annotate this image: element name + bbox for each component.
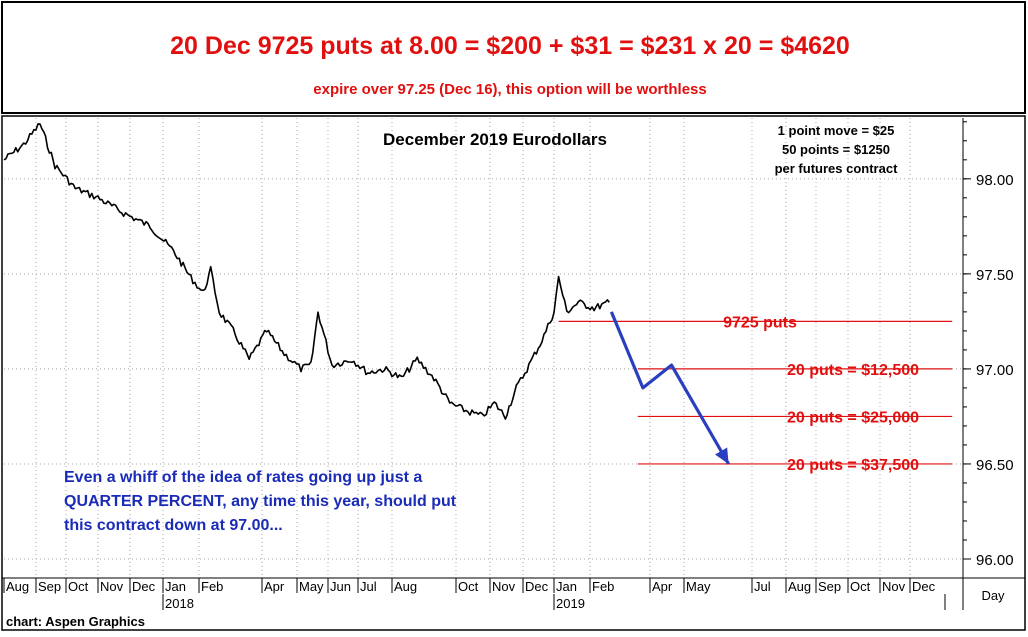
y-tick-label: 97.00 [976, 362, 1014, 379]
note-line-2: 50 points = $1250 [782, 142, 890, 157]
month-label: May [299, 579, 324, 594]
month-label: Apr [652, 579, 673, 594]
y-tick-label: 97.50 [976, 267, 1014, 284]
month-label: Oct [68, 579, 89, 594]
month-label: Aug [394, 579, 417, 594]
note-line-1: 1 point move = $25 [778, 123, 895, 138]
callout-line-3: this contract down at 97.00... [64, 517, 283, 534]
month-label: Feb [201, 579, 223, 594]
year-label-2018: 2018 [165, 596, 194, 611]
x-axis: Aug Sep Oct Nov Dec Jan Feb Apr May Jun Jul Aug Oct N… [3, 578, 1005, 611]
month-label: Feb [592, 579, 614, 594]
month-label: Jul [754, 579, 771, 594]
y-tick-label: 96.00 [976, 552, 1014, 569]
year-label-2019: 2019 [556, 596, 585, 611]
y-tick-label: 96.50 [976, 457, 1014, 474]
put-level-label: 20 puts = $37,500 [787, 457, 919, 474]
put-level-label: 20 puts = $12,500 [787, 362, 919, 379]
series-layer [3, 123, 730, 465]
callout-line-2: QUARTER PERCENT, any time this year, sho… [64, 493, 457, 510]
source-credit: chart: Aspen Graphics [6, 614, 145, 629]
month-label: Jun [330, 579, 351, 594]
put-level-label: 20 puts = $25,000 [787, 409, 919, 426]
callout-line-1: Even a whiff of the idea of rates going … [64, 469, 422, 486]
put-levels: 9725 puts 20 puts = $12,500 20 puts = $25,… [558, 314, 953, 474]
month-label: Oct [850, 579, 871, 594]
y-tick-label: 98.00 [976, 172, 1014, 189]
projection-line [609, 311, 730, 465]
month-label: Dec [525, 579, 549, 594]
header-box [1, 1, 1026, 114]
note-line-3: per futures contract [775, 161, 898, 176]
month-label: Sep [38, 579, 61, 594]
month-label: Apr [264, 579, 285, 594]
price-series-line [3, 123, 610, 420]
month-label: Nov [100, 579, 124, 594]
projection-arrowhead [715, 447, 729, 464]
month-label: Jan [165, 579, 186, 594]
month-label: Dec [912, 579, 936, 594]
x-axis-unit: Day [981, 588, 1005, 603]
y-axis: 98.00 97.50 97.00 96.50 96.00 [963, 121, 1014, 569]
month-label: Nov [492, 579, 516, 594]
month-label: Aug [788, 579, 811, 594]
month-label: Jan [556, 579, 577, 594]
month-label: Dec [132, 579, 156, 594]
month-label: Sep [818, 579, 841, 594]
month-label: Aug [6, 579, 29, 594]
put-level-label: 9725 puts [723, 314, 797, 331]
month-label: May [686, 579, 711, 594]
month-label: Nov [882, 579, 906, 594]
month-label: Jul [360, 579, 377, 594]
chart-title: December 2019 Eurodollars [383, 130, 607, 149]
subline: expire over 97.25 (Dec 16), this option … [313, 81, 706, 98]
grid [4, 118, 961, 578]
headline: 20 Dec 9725 puts at 8.00 = $200 + $31 = … [170, 32, 850, 60]
month-label: Oct [458, 579, 479, 594]
chart-box [1, 115, 1026, 631]
